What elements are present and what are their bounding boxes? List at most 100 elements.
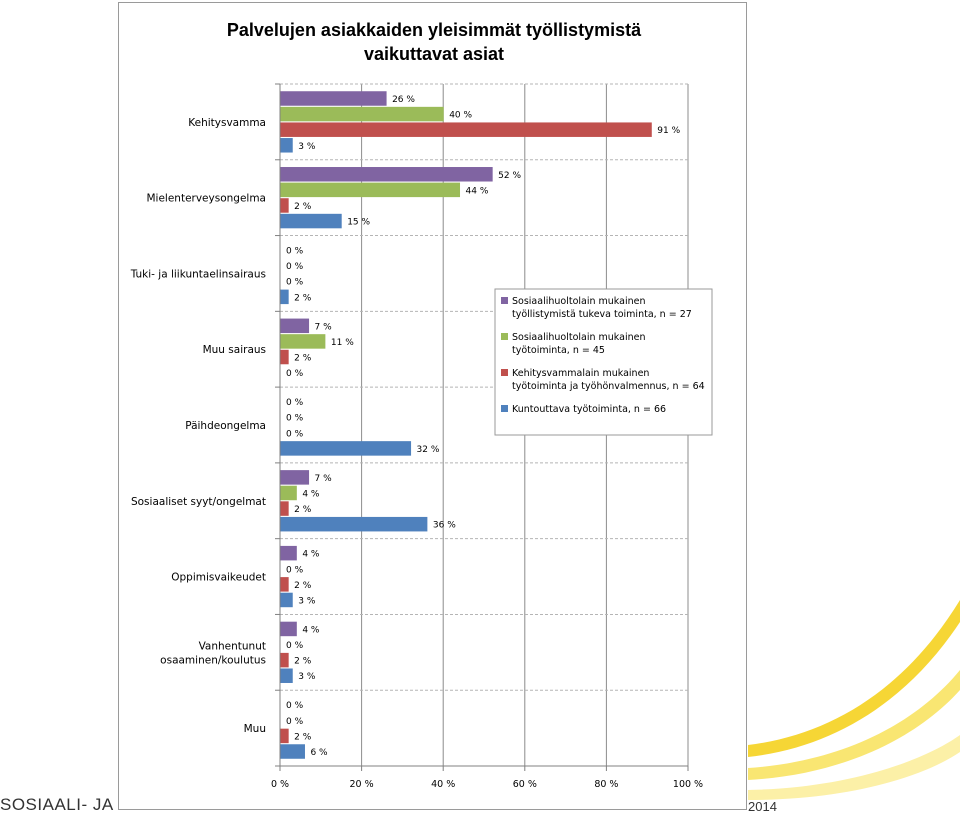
- data-label: 4 %: [302, 625, 320, 635]
- bar: [280, 501, 289, 516]
- x-tick-label: 20 %: [350, 779, 374, 790]
- legend: Sosiaalihuoltolain mukainen työllistymist…: [494, 288, 713, 436]
- data-label: 2 %: [294, 293, 312, 303]
- data-label: 0 %: [286, 369, 304, 379]
- swoosh-band-3: [748, 735, 960, 800]
- data-label: 26 %: [392, 95, 415, 105]
- data-label: 36 %: [433, 521, 456, 531]
- bar: [280, 516, 428, 532]
- data-label: 0 %: [286, 429, 304, 439]
- category-label: Kehitysvamma: [188, 117, 266, 129]
- data-label: 4 %: [302, 550, 320, 560]
- data-label: 0 %: [286, 414, 304, 424]
- bar: [280, 485, 297, 501]
- data-label: 7 %: [315, 322, 333, 332]
- data-label: 6 %: [310, 748, 328, 758]
- bar: [280, 198, 289, 213]
- bar: [280, 621, 297, 637]
- bar: [280, 289, 289, 305]
- bar: [280, 744, 305, 759]
- x-tick-label: 0 %: [271, 779, 289, 790]
- bar: [280, 545, 297, 561]
- data-label: 0 %: [286, 398, 304, 408]
- category-label: Mielenterveysongelma: [146, 193, 266, 205]
- bar: [280, 167, 493, 182]
- legend-swatch: [501, 405, 508, 412]
- data-label: 40 %: [449, 111, 472, 121]
- data-label: 2 %: [294, 354, 312, 364]
- category-label: Vanhentunut: [199, 640, 266, 652]
- bar: [280, 122, 652, 137]
- data-label: 3 %: [298, 596, 316, 606]
- bar: [280, 349, 289, 365]
- bars: 26 % 40 % 91 % 3 % 52 % 44 % 2 % 15 % 0 % 0 % 0 % 2…: [280, 91, 681, 759]
- footer-text-right: 2014: [748, 799, 777, 814]
- x-tick-labels: 0 % 20 % 40 % 60 % 80 % 100 %: [271, 779, 703, 790]
- data-label: 3 %: [298, 672, 316, 682]
- footer-text-left: SOSIAALI- JA TE: [0, 795, 141, 814]
- legend-entry: Kuntouttava työtoiminta, n = 66: [512, 404, 666, 415]
- bar: [280, 91, 387, 106]
- chart-title-line-1: Palvelujen asiakkaiden yleisimmät työlli…: [227, 20, 642, 40]
- category-labels: Kehitysvamma Mielenterveysongelma Tuki- ja…: [130, 117, 266, 735]
- legend-entry: Kehitysvammalain mukainen: [512, 368, 649, 379]
- category-label: Päihdeongelma: [185, 420, 266, 432]
- data-label: 44 %: [466, 186, 489, 196]
- bar: [280, 668, 293, 683]
- category-label: Muu: [244, 723, 266, 735]
- data-label: 2 %: [294, 732, 312, 742]
- swoosh-band-2: [748, 670, 960, 780]
- axes: [275, 83, 689, 771]
- bar: [280, 138, 293, 153]
- data-label: 0 %: [286, 701, 304, 711]
- data-label: 0 %: [286, 565, 304, 575]
- category-label: osaaminen/koulutus: [160, 654, 266, 666]
- data-label: 4 %: [302, 489, 320, 499]
- chart-title: Palvelujen asiakkaiden yleisimmät työlli…: [227, 20, 642, 64]
- x-tick-label: 100 %: [673, 779, 703, 790]
- legend-swatch: [501, 333, 508, 340]
- data-label: 0 %: [286, 278, 304, 288]
- category-label: Tuki- ja liikuntaelinsairaus: [130, 268, 266, 280]
- chart-title-line-2: vaikuttavat asiat: [364, 44, 504, 64]
- data-label: 2 %: [294, 657, 312, 667]
- legend-swatch: [501, 369, 508, 376]
- chart-frame: Palvelujen asiakkaiden yleisimmät työlli…: [118, 2, 747, 810]
- data-label: 0 %: [286, 262, 304, 272]
- data-label: 2 %: [294, 505, 312, 515]
- data-label: 0 %: [286, 717, 304, 727]
- bar: [280, 470, 310, 485]
- legend-swatch: [501, 297, 508, 304]
- bar-chart: Palvelujen asiakkaiden yleisimmät työlli…: [130, 20, 713, 790]
- bar: [280, 182, 461, 198]
- data-label: 11 %: [331, 338, 354, 348]
- x-tick-label: 40 %: [431, 779, 455, 790]
- x-tick-label: 60 %: [513, 779, 537, 790]
- category-label: Sosiaaliset syyt/ongelmat: [131, 496, 266, 508]
- data-label: 3 %: [298, 142, 316, 152]
- bar: [280, 592, 293, 608]
- bar: [280, 728, 289, 744]
- data-label: 0 %: [286, 641, 304, 651]
- bar: [280, 652, 289, 668]
- data-label: 15 %: [347, 218, 370, 228]
- data-label: 32 %: [417, 445, 440, 455]
- bar: [280, 441, 412, 456]
- legend-entry: työtoiminta ja työhönvalmennus, n = 64: [512, 381, 705, 392]
- legend-entry: työllistymistä tukeva toiminta, n = 27: [512, 309, 692, 320]
- data-label: 7 %: [315, 474, 333, 484]
- legend-entry: Sosiaalihuoltolain mukainen: [512, 296, 645, 307]
- bar: [280, 106, 444, 122]
- x-tick-label: 80 %: [594, 779, 618, 790]
- data-label: 52 %: [498, 171, 521, 181]
- category-label: Muu sairaus: [203, 344, 266, 356]
- data-label: 91 %: [657, 126, 680, 136]
- bar: [280, 577, 289, 592]
- bar: [280, 334, 326, 349]
- legend-entry: työtoiminta, n = 45: [512, 345, 605, 356]
- swoosh-band-1: [748, 600, 960, 757]
- data-label: 2 %: [294, 202, 312, 212]
- bar: [280, 318, 310, 334]
- bar: [280, 213, 342, 229]
- data-label: 0 %: [286, 247, 304, 257]
